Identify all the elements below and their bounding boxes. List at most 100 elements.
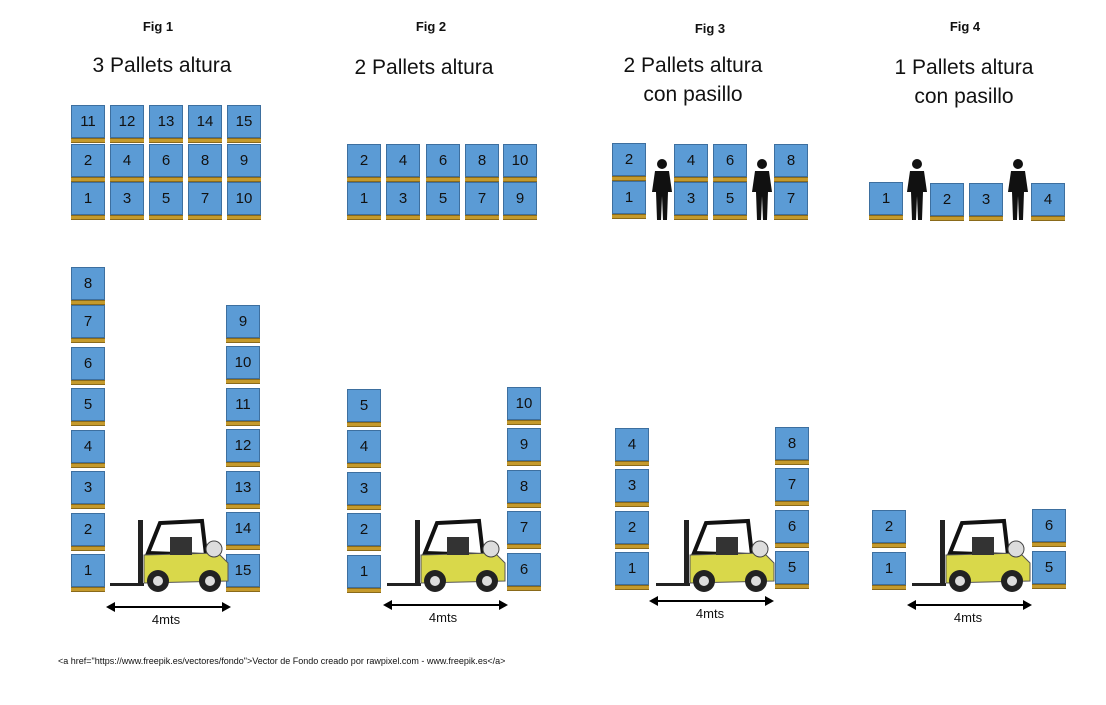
pallet-base bbox=[188, 177, 222, 182]
pallet-base bbox=[930, 216, 964, 221]
pallet-base bbox=[503, 177, 537, 182]
pallet-number: 5 bbox=[1032, 551, 1066, 584]
pallet: 7 bbox=[507, 511, 541, 549]
pallet-base bbox=[615, 585, 649, 590]
pallet-base bbox=[347, 422, 381, 427]
pallet: 15 bbox=[227, 105, 261, 143]
pallet-number: 6 bbox=[507, 553, 541, 586]
pallet-base bbox=[615, 461, 649, 466]
pallet-base bbox=[110, 177, 144, 182]
pallet-base bbox=[149, 138, 183, 143]
pallet-base bbox=[775, 584, 809, 589]
pallet: 10 bbox=[507, 387, 541, 425]
pallet-base bbox=[71, 338, 105, 343]
pallet: 13 bbox=[149, 105, 183, 143]
fig2-title: 2 Pallets altura bbox=[354, 56, 494, 79]
pallet-number: 3 bbox=[969, 183, 1003, 216]
pallet-number: 2 bbox=[612, 143, 646, 176]
pallet-number: 13 bbox=[226, 471, 260, 504]
pallet: 4 bbox=[110, 144, 144, 182]
pallet-number: 6 bbox=[426, 144, 460, 177]
pallet-number: 8 bbox=[774, 144, 808, 177]
pallet: 1 bbox=[869, 182, 903, 220]
forklift-icon bbox=[110, 518, 229, 592]
pallet: 10 bbox=[226, 346, 260, 384]
pallet-number: 6 bbox=[775, 510, 809, 543]
pallet-number: 7 bbox=[775, 468, 809, 501]
pallet-base bbox=[774, 215, 808, 220]
pallet: 4 bbox=[347, 430, 381, 468]
fig4-title-line1: 1 Pallets altura bbox=[894, 56, 1034, 79]
pallet-base bbox=[71, 463, 105, 468]
pallet: 14 bbox=[226, 512, 260, 550]
forklift-icon bbox=[656, 518, 775, 592]
pallet-base bbox=[612, 214, 646, 219]
double-arrow-icon bbox=[649, 596, 774, 606]
pallet-number: 10 bbox=[226, 346, 260, 379]
pallet-base bbox=[227, 177, 261, 182]
fig3-title-line2: con pasillo bbox=[643, 83, 743, 106]
pallet-number: 3 bbox=[674, 182, 708, 215]
pallet: 5 bbox=[775, 551, 809, 589]
pallet: 5 bbox=[713, 182, 747, 220]
fig3-label: Fig 3 bbox=[694, 21, 726, 36]
pallet-base bbox=[872, 543, 906, 548]
pallet: 2 bbox=[612, 143, 646, 181]
pallet-base bbox=[71, 300, 105, 305]
double-arrow-icon bbox=[907, 600, 1032, 610]
pallet-base bbox=[775, 460, 809, 465]
aisle-width-label: 4mts bbox=[428, 610, 458, 625]
pallet-number: 5 bbox=[426, 182, 460, 215]
pallet-number: 9 bbox=[226, 305, 260, 338]
person-silhouette-icon bbox=[752, 159, 772, 220]
pallet-number: 10 bbox=[507, 387, 541, 420]
pallet-base bbox=[615, 502, 649, 507]
pallet-base bbox=[1031, 216, 1065, 221]
pallet: 2 bbox=[71, 144, 105, 182]
pallet: 8 bbox=[188, 144, 222, 182]
pallet-base bbox=[347, 588, 381, 593]
pallet-base bbox=[226, 587, 260, 592]
pallet-number: 4 bbox=[1031, 183, 1065, 216]
pallet: 8 bbox=[71, 267, 105, 305]
pallet-number: 7 bbox=[507, 511, 541, 544]
pallet-base bbox=[188, 215, 222, 220]
pallet-number: 7 bbox=[71, 305, 105, 338]
pallet-base bbox=[347, 546, 381, 551]
pallet-number: 6 bbox=[149, 144, 183, 177]
pallet-base bbox=[227, 215, 261, 220]
pallet-number: 12 bbox=[110, 105, 144, 138]
pallet-number: 7 bbox=[774, 182, 808, 215]
pallet: 6 bbox=[1032, 509, 1066, 547]
pallet-base bbox=[775, 501, 809, 506]
pallet: 13 bbox=[226, 471, 260, 509]
pallet: 2 bbox=[71, 513, 105, 551]
pallet-base bbox=[71, 177, 105, 182]
pallet: 5 bbox=[71, 388, 105, 426]
pallet: 5 bbox=[426, 182, 460, 220]
pallet-base bbox=[503, 215, 537, 220]
pallet-number: 3 bbox=[615, 469, 649, 502]
pallet-number: 5 bbox=[775, 551, 809, 584]
pallet: 10 bbox=[227, 182, 261, 220]
pallet-number: 8 bbox=[775, 427, 809, 460]
pallet-base bbox=[869, 215, 903, 220]
pallet-number: 15 bbox=[227, 105, 261, 138]
pallet: 4 bbox=[1031, 183, 1065, 221]
pallet-base bbox=[872, 585, 906, 590]
pallet: 2 bbox=[347, 513, 381, 551]
pallet-number: 10 bbox=[227, 182, 261, 215]
pallet: 9 bbox=[226, 305, 260, 343]
person-silhouette-icon bbox=[652, 159, 672, 220]
pallet: 3 bbox=[969, 183, 1003, 221]
pallet-base bbox=[347, 215, 381, 220]
pallet-number: 1 bbox=[347, 182, 381, 215]
pallet-base bbox=[507, 503, 541, 508]
pallet-number: 1 bbox=[615, 552, 649, 585]
fig3-title-line1: 2 Pallets altura bbox=[623, 54, 763, 77]
pallet-number: 13 bbox=[149, 105, 183, 138]
forklift-icon bbox=[912, 518, 1031, 592]
pallet-number: 11 bbox=[226, 388, 260, 421]
pallet: 5 bbox=[149, 182, 183, 220]
pallet: 1 bbox=[347, 182, 381, 220]
